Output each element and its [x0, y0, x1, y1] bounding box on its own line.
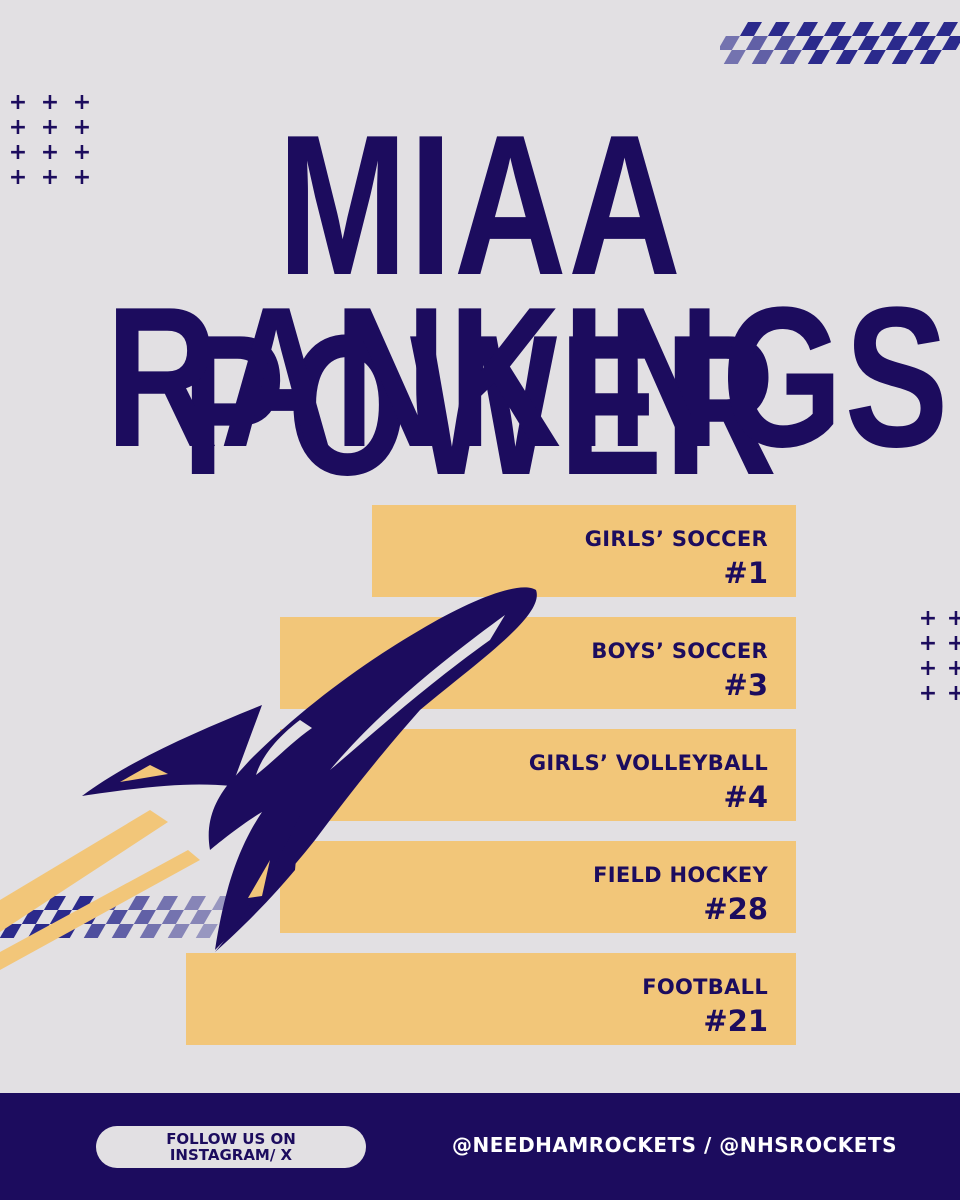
plus-icon: + — [918, 656, 938, 681]
ranking-card-football: FOOTBALL #21 — [186, 953, 796, 1045]
plus-icon: + — [8, 165, 28, 190]
plus-icon: + — [946, 681, 960, 706]
plus-icon: + — [72, 140, 92, 165]
title-line-1: MIAA POWER — [181, 94, 779, 517]
ranking-number: #1 — [723, 556, 768, 590]
ranking-sport: FOOTBALL — [642, 975, 768, 999]
ranking-card-field-hockey: FIELD HOCKEY #28 — [280, 841, 796, 933]
plus-icon: + — [40, 140, 60, 165]
follow-us-button[interactable]: FOLLOW US ON INSTAGRAM/ X — [96, 1126, 366, 1168]
ranking-number: #28 — [703, 892, 768, 926]
plus-icon: + — [946, 656, 960, 681]
plus-icon: + — [40, 115, 60, 140]
plus-icon: + — [946, 606, 960, 631]
plus-icon: + — [8, 90, 28, 115]
plus-icon: + — [8, 115, 28, 140]
ranking-number: #4 — [723, 780, 768, 814]
plus-grid-top-left: + + + + + + + + + + + + — [2, 90, 98, 190]
checkered-ribbon-icon — [720, 22, 960, 64]
plus-icon: + — [946, 631, 960, 656]
plus-icon: + — [918, 631, 938, 656]
plus-icon: + — [918, 681, 938, 706]
plus-icon: + — [72, 90, 92, 115]
plus-icon: + — [918, 606, 938, 631]
plus-icon: + — [40, 90, 60, 115]
ranking-sport: FIELD HOCKEY — [593, 863, 768, 887]
plus-icon: + — [40, 165, 60, 190]
rocket-icon — [0, 587, 537, 970]
social-handles-link[interactable]: @NEEDHAMROCKETS / @NHSROCKETS — [452, 1133, 897, 1157]
ranking-card-girls-soccer: GIRLS’ SOCCER #1 — [372, 505, 796, 597]
plus-icon: + — [8, 140, 28, 165]
footer-bar: FOLLOW US ON INSTAGRAM/ X @NEEDHAMROCKET… — [0, 1093, 960, 1200]
ranking-sport: GIRLS’ SOCCER — [584, 527, 768, 551]
ranking-sport: BOYS’ SOCCER — [591, 639, 768, 663]
title-line-2: RANKINGS — [105, 266, 951, 489]
plus-icon: + — [72, 165, 92, 190]
plus-icon: + — [72, 115, 92, 140]
ranking-number: #3 — [723, 668, 768, 702]
plus-grid-right: + + + + + + + + — [914, 606, 960, 706]
ranking-number: #21 — [703, 1004, 768, 1038]
ranking-sport: GIRLS’ VOLLEYBALL — [528, 751, 768, 775]
